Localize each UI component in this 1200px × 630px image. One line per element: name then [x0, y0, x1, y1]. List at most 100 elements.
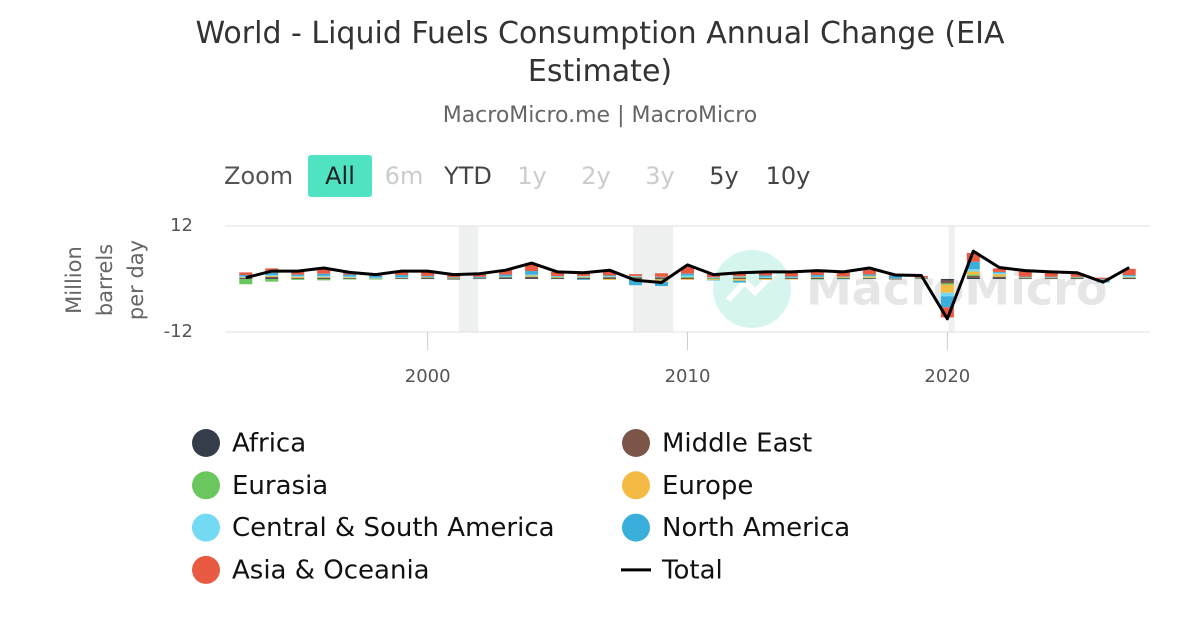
- legend-label[interactable]: Middle East: [662, 429, 812, 459]
- bar-segment: [551, 275, 565, 277]
- legend-label[interactable]: Eurasia: [232, 471, 328, 501]
- legend-label[interactable]: Asia & Oceania: [232, 555, 430, 585]
- legend-label[interactable]: Africa: [232, 429, 306, 459]
- bar-segment: [525, 276, 539, 279]
- bar-segment: [758, 276, 772, 278]
- bar-segment: [992, 268, 1006, 272]
- bar-segment: [525, 278, 539, 279]
- bar-segment: [421, 275, 435, 277]
- bar-segment: [758, 271, 772, 276]
- bar-segment: [992, 276, 1006, 279]
- bar-segment: [836, 278, 850, 280]
- zoom-button: 1y: [517, 162, 546, 190]
- bar-segment: [1018, 276, 1032, 278]
- bar-segment: [732, 277, 746, 278]
- zoom-button: 6m: [385, 162, 424, 190]
- bar-segment: [265, 275, 279, 276]
- bar-segment: [940, 284, 954, 293]
- bar-segment: [291, 278, 305, 280]
- bar-segment: [447, 279, 461, 280]
- x-tick-label: 2010: [665, 366, 711, 387]
- bar-segment: [681, 277, 694, 279]
- zoom-button[interactable]: YTD: [443, 162, 492, 190]
- bar-segment: [421, 278, 435, 280]
- bar-segment: [603, 275, 617, 277]
- bar-segment: [966, 261, 980, 270]
- bar-segment: [784, 277, 798, 278]
- bar-segment: [421, 271, 435, 276]
- bar-segment: [732, 277, 746, 279]
- bar-segment: [525, 271, 539, 275]
- bar-segment: [577, 276, 591, 278]
- legend-label[interactable]: North America: [662, 513, 850, 543]
- bar-segment: [1070, 277, 1084, 279]
- bar-segment: [810, 275, 824, 277]
- bar-segment: [1044, 277, 1058, 279]
- zoom-button[interactable]: All: [325, 162, 355, 190]
- legend-label[interactable]: Total: [661, 555, 723, 585]
- bar-segment: [369, 279, 383, 280]
- legend-label[interactable]: Central & South America: [232, 513, 555, 543]
- bar-segment: [940, 279, 954, 281]
- bar-segment: [265, 275, 279, 277]
- bar-segment: [343, 278, 357, 279]
- bar-segment: [836, 279, 850, 280]
- bar-segment: [992, 276, 1006, 277]
- legend-symbol: [192, 555, 220, 584]
- y-tick-label: -12: [164, 321, 193, 342]
- bar-segment: [1070, 277, 1084, 278]
- bar-segment: [1070, 278, 1084, 280]
- legend-symbol: [192, 471, 220, 500]
- bar-segment: [291, 274, 305, 276]
- bar-segment: [1122, 275, 1136, 277]
- bar-segment: [603, 271, 617, 276]
- bar-segment: [1018, 277, 1032, 279]
- bar-segment: [992, 271, 1006, 273]
- legend-label[interactable]: Europe: [662, 471, 753, 501]
- bar-segment: [369, 278, 383, 280]
- bar-segment: [603, 279, 617, 280]
- zoom-button[interactable]: 5y: [709, 162, 738, 190]
- bar-segment: [239, 279, 253, 285]
- zoom-button[interactable]: 10y: [766, 162, 811, 190]
- bar-segment: [551, 277, 565, 279]
- recession-band: [458, 226, 479, 332]
- y-tick-label: 12: [170, 215, 193, 236]
- legend-symbol: [622, 513, 650, 542]
- bar-segment: [810, 279, 824, 280]
- bar-segment: [784, 277, 798, 279]
- bar-segment: [888, 275, 902, 279]
- total-line: [245, 249, 1130, 321]
- y-axis-label-line: Million: [62, 246, 86, 314]
- bar-segment: [836, 276, 850, 277]
- bar-segment: [525, 263, 539, 272]
- bar-segment: [629, 279, 643, 286]
- bar-segment: [940, 280, 954, 284]
- bar-segment: [577, 279, 591, 280]
- bar-segment: [525, 276, 539, 277]
- zoom-button: 2y: [581, 162, 610, 190]
- bar-segment: [421, 276, 435, 278]
- legend-symbol: [622, 429, 650, 457]
- bar-segment: [551, 271, 565, 276]
- bar-segment: [369, 277, 383, 279]
- chart-subtitle: MacroMicro.me | MacroMicro: [443, 103, 758, 128]
- bar-segment: [784, 278, 798, 280]
- bar-segment: [395, 277, 409, 279]
- bar-segment: [577, 275, 591, 277]
- bar-segment: [966, 274, 980, 276]
- bar-segment: [1070, 273, 1084, 277]
- bar-segment: [421, 277, 435, 279]
- bar-segment: [681, 266, 694, 274]
- bar-segment: [265, 276, 279, 279]
- bar-segment: [577, 277, 591, 278]
- bar-segment: [1018, 271, 1032, 277]
- bar-segment: [655, 282, 669, 287]
- bar-segment: [317, 275, 331, 277]
- bar-segment: [603, 278, 617, 280]
- zoom-button-bg: [308, 155, 372, 197]
- watermark-logo-mark: [725, 269, 778, 303]
- legend-symbol: [192, 429, 220, 457]
- bar-segment: [629, 275, 643, 277]
- bar-segment: [992, 272, 1006, 275]
